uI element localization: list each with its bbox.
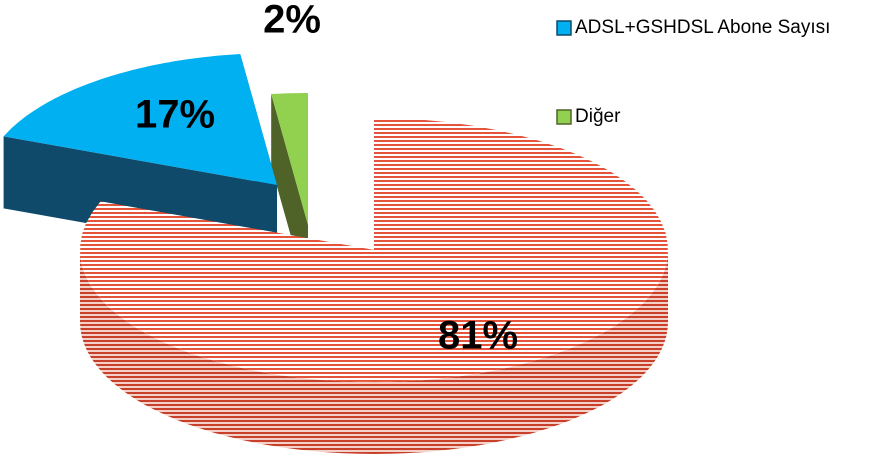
value-label: 81%: [438, 314, 518, 358]
value-label: 2%: [263, 0, 321, 42]
legend-label: Diğer: [575, 106, 621, 127]
legend-marker: [556, 109, 572, 125]
slice: [3, 54, 277, 185]
slice: [271, 93, 308, 225]
legend-marker: [556, 20, 572, 36]
legend-label: ADSL+GSHDSL Abone Sayısı: [575, 17, 830, 38]
value-label: 17%: [135, 93, 215, 137]
slice: [80, 118, 668, 382]
slice-side: [80, 250, 668, 454]
